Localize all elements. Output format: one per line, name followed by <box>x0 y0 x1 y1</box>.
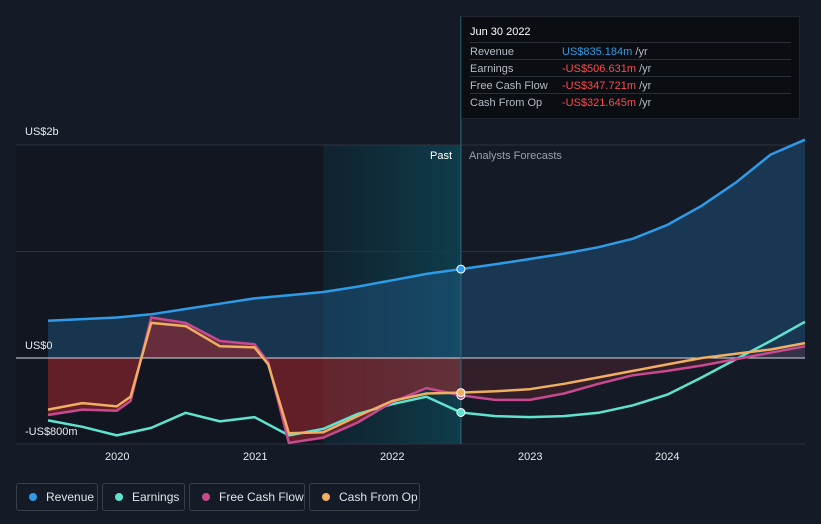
y-tick-label-top: US$2b <box>25 126 59 138</box>
tooltip-date: Jun 30 2022 <box>470 26 531 38</box>
legend-item-revenue[interactable]: Revenue <box>16 483 98 511</box>
legend-dot-icon <box>29 493 37 501</box>
forecast-label: Analysts Forecasts <box>469 150 562 162</box>
legend-item-earnings[interactable]: Earnings <box>102 483 185 511</box>
tooltip-value: -US$347.721m /yr <box>562 80 652 92</box>
series-line-revenue <box>47 138 806 322</box>
marker-cash-from-op <box>456 388 466 398</box>
legend-label: Earnings <box>132 490 180 504</box>
tooltip-row-cash-from-op: Cash From Op -US$321.645m /yr <box>470 93 791 111</box>
tooltip-label: Cash From Op <box>470 97 543 109</box>
legend-item-free-cash-flow[interactable]: Free Cash Flow <box>189 483 305 511</box>
tooltip-row-earnings: Earnings -US$506.631m /yr <box>470 59 791 77</box>
legend-dot-icon <box>202 493 210 501</box>
series-line-cash-from-op <box>47 321 806 435</box>
tooltip: Jun 30 2022 Revenue US$835.184m /yr Earn… <box>461 16 800 119</box>
loss-area-past <box>48 317 461 443</box>
series-line-earnings <box>47 320 806 437</box>
marker-revenue <box>456 264 466 274</box>
x-tick-label-2022: 2022 <box>380 451 405 463</box>
legend-label: Revenue <box>46 490 95 504</box>
revenue-area <box>48 139 805 358</box>
x-tick-label-2024: 2024 <box>655 451 680 463</box>
x-tick-label-2023: 2023 <box>518 451 543 463</box>
tooltip-value: -US$506.631m /yr <box>562 63 652 75</box>
legend-item-cash-from-op[interactable]: Cash From Op <box>309 483 420 511</box>
y-tick-label-zero: US$0 <box>25 340 53 352</box>
legend-label: Free Cash Flow <box>219 490 304 504</box>
tooltip-label: Earnings <box>470 63 514 75</box>
y-tick-label-bottom: -US$800m <box>25 426 78 438</box>
x-tick-label-2020: 2020 <box>105 451 130 463</box>
tooltip-value: US$835.184m /yr <box>562 46 648 58</box>
x-tick-label-2021: 2021 <box>243 451 268 463</box>
legend-dot-icon <box>322 493 330 501</box>
legend-label: Cash From Op <box>339 490 418 504</box>
tooltip-row-free-cash-flow: Free Cash Flow -US$347.721m /yr <box>470 76 791 94</box>
past-label: Past <box>430 150 453 162</box>
tooltip-row-revenue: Revenue US$835.184m /yr <box>470 42 791 60</box>
legend-dot-icon <box>115 493 123 501</box>
tooltip-label: Free Cash Flow <box>470 80 548 92</box>
tooltip-label: Revenue <box>470 46 515 58</box>
marker-earnings <box>456 408 466 418</box>
tooltip-value: -US$321.645m /yr <box>562 97 652 109</box>
